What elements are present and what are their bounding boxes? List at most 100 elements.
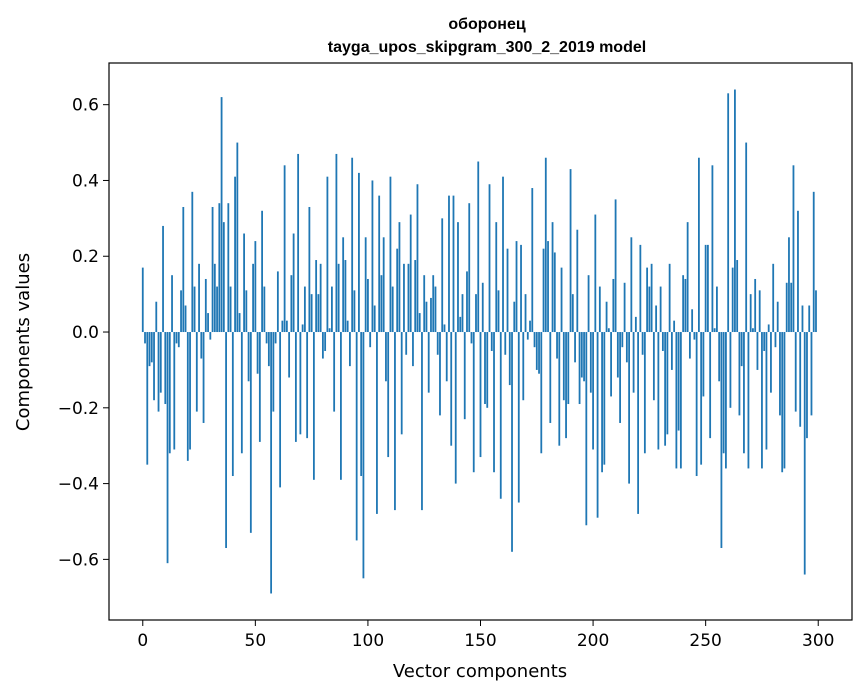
bar: [315, 260, 318, 333]
bar: [445, 332, 448, 382]
bar: [274, 332, 277, 344]
bar: [535, 332, 538, 370]
bar: [312, 332, 315, 480]
bar: [189, 332, 191, 450]
bar: [252, 263, 254, 333]
bar: [342, 237, 345, 333]
bar: [574, 332, 576, 363]
bar: [790, 282, 793, 333]
bar: [749, 294, 752, 333]
bar: [666, 332, 669, 435]
bar: [202, 332, 205, 423]
bar: [281, 320, 284, 333]
bar: [182, 206, 185, 333]
bar: [529, 320, 531, 333]
bar: [684, 278, 687, 333]
bar: [707, 244, 709, 333]
bar: [434, 286, 437, 333]
bar: [704, 244, 707, 333]
bar: [326, 176, 329, 333]
bar: [538, 332, 540, 374]
bar: [607, 328, 610, 333]
y-tick-label: 0.4: [72, 171, 99, 191]
bar: [675, 332, 678, 469]
bar: [159, 332, 162, 393]
bar: [432, 275, 435, 333]
bar: [317, 294, 320, 333]
bar: [299, 332, 302, 435]
bar: [576, 229, 579, 333]
bar: [186, 332, 189, 461]
bar: [788, 237, 790, 333]
bar: [583, 332, 585, 382]
bar: [162, 225, 164, 333]
bar: [677, 332, 680, 431]
bar: [691, 309, 694, 333]
x-tick-label: 50: [245, 631, 267, 651]
bar: [150, 332, 153, 363]
bar: [551, 222, 554, 333]
bar: [562, 332, 565, 401]
bar: [531, 188, 534, 333]
bar: [168, 332, 171, 454]
bar: [204, 278, 207, 333]
bar: [610, 332, 612, 397]
bar: [761, 332, 763, 469]
bar: [598, 286, 601, 333]
bar: [240, 332, 243, 454]
bar: [533, 332, 536, 348]
bar: [294, 332, 297, 442]
bar: [450, 332, 453, 446]
bar: [738, 332, 741, 416]
bar: [380, 275, 383, 333]
bar: [560, 267, 563, 333]
bar: [229, 286, 232, 333]
y-tick-label: −0.6: [58, 550, 99, 570]
bar: [459, 316, 462, 333]
bar: [378, 195, 381, 333]
bar: [472, 332, 475, 473]
bar: [360, 332, 363, 477]
bar: [686, 222, 689, 333]
x-axis-ticks: 0 50 100 150 200 250 300: [137, 620, 834, 651]
bar: [511, 332, 513, 552]
bar: [517, 332, 520, 503]
bar: [661, 332, 664, 351]
bar: [155, 301, 158, 333]
bar: [693, 332, 696, 340]
bar: [400, 332, 403, 435]
bar: [490, 332, 493, 351]
bar: [621, 332, 624, 348]
bar: [288, 332, 291, 378]
bar: [340, 332, 342, 480]
bar: [324, 332, 327, 351]
x-tick-label: 250: [689, 631, 721, 651]
bar: [499, 332, 502, 499]
bar: [270, 332, 273, 594]
bar: [225, 332, 227, 549]
bar: [767, 324, 770, 333]
bar: [497, 290, 500, 333]
bar: [540, 332, 543, 454]
bar: [659, 286, 662, 333]
bar: [758, 290, 761, 333]
bar: [544, 157, 547, 333]
bar: [743, 332, 745, 454]
bar: [682, 275, 685, 333]
bar: [785, 282, 788, 333]
bar: [430, 297, 432, 333]
bar: [180, 290, 182, 333]
bar: [227, 203, 230, 333]
bar: [695, 332, 698, 477]
bar: [616, 332, 619, 378]
bar: [797, 210, 799, 333]
bar: [216, 286, 218, 333]
bar: [783, 332, 786, 469]
bar: [193, 286, 196, 333]
bar: [549, 332, 552, 423]
bar: [481, 282, 484, 333]
bar: [328, 328, 331, 333]
bar: [353, 290, 356, 333]
bar: [265, 332, 268, 344]
bar: [772, 263, 775, 333]
